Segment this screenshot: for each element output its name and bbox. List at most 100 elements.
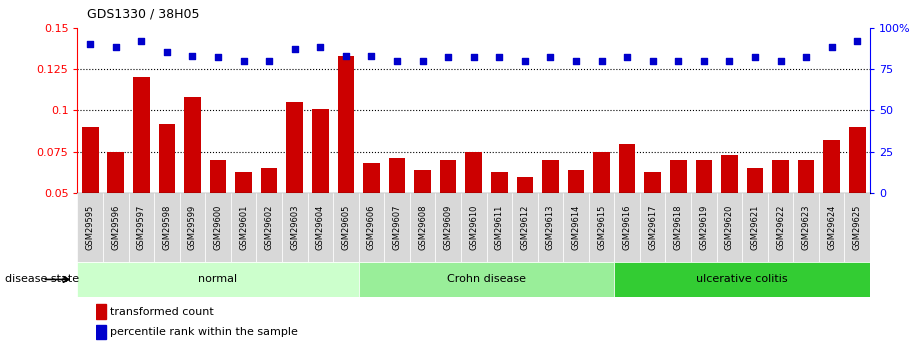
Point [722, 58, 737, 63]
Point [671, 58, 686, 63]
Point [619, 55, 634, 60]
Point [441, 55, 456, 60]
Text: GSM29602: GSM29602 [265, 205, 273, 250]
Bar [593, 152, 609, 276]
Bar [486, 193, 512, 262]
Text: ulcerative colitis: ulcerative colitis [696, 275, 788, 284]
Text: GSM29613: GSM29613 [546, 205, 555, 250]
Bar [517, 177, 533, 276]
Point [492, 55, 507, 60]
Bar [230, 193, 256, 262]
Point [824, 45, 839, 50]
Bar [179, 193, 205, 262]
Text: GSM29620: GSM29620 [725, 205, 734, 250]
Bar [261, 168, 278, 276]
Bar [286, 102, 303, 276]
Bar [205, 193, 230, 262]
Point [108, 45, 123, 50]
Point [390, 58, 404, 63]
Point [697, 58, 711, 63]
Text: GSM29606: GSM29606 [367, 205, 376, 250]
Text: GSM29615: GSM29615 [597, 205, 606, 250]
Text: GSM29607: GSM29607 [393, 205, 402, 250]
Bar [133, 77, 149, 276]
Text: GSM29598: GSM29598 [162, 205, 171, 250]
Bar [563, 193, 589, 262]
Point [645, 58, 660, 63]
Bar [184, 97, 200, 276]
Bar [235, 172, 252, 276]
Text: GSM29595: GSM29595 [86, 205, 95, 250]
Bar [747, 168, 763, 276]
Point [339, 53, 353, 59]
Text: percentile rank within the sample: percentile rank within the sample [109, 327, 297, 337]
Text: disease state: disease state [5, 275, 78, 284]
Text: GSM29600: GSM29600 [213, 205, 222, 250]
Point [850, 38, 865, 43]
Point [543, 55, 558, 60]
Bar [359, 193, 384, 262]
Bar [359, 262, 614, 297]
Text: GSM29605: GSM29605 [342, 205, 351, 250]
Point [83, 41, 97, 47]
Bar [154, 193, 179, 262]
Bar [773, 160, 789, 276]
Bar [568, 170, 584, 276]
Text: GSM29610: GSM29610 [469, 205, 478, 250]
Text: GSM29624: GSM29624 [827, 205, 836, 250]
Bar [77, 262, 359, 297]
Bar [435, 193, 461, 262]
Text: GSM29608: GSM29608 [418, 205, 427, 250]
Bar [512, 193, 537, 262]
Point [159, 50, 174, 55]
Bar [333, 193, 359, 262]
Bar [849, 127, 865, 276]
Bar [640, 193, 665, 262]
Bar [691, 193, 717, 262]
Bar [819, 193, 844, 262]
Point [517, 58, 532, 63]
Bar [798, 160, 814, 276]
Bar [537, 193, 563, 262]
Bar [415, 170, 431, 276]
Bar [282, 193, 308, 262]
Bar [210, 160, 226, 276]
Point [773, 58, 788, 63]
Bar [82, 127, 98, 276]
Point [799, 55, 814, 60]
Text: GSM29614: GSM29614 [571, 205, 580, 250]
Bar [308, 193, 333, 262]
Point [364, 53, 379, 59]
Point [313, 45, 328, 50]
Text: GSM29623: GSM29623 [802, 205, 811, 250]
Bar [717, 193, 742, 262]
Text: GSM29603: GSM29603 [291, 205, 299, 250]
Bar [256, 193, 282, 262]
Point [261, 58, 276, 63]
Text: Crohn disease: Crohn disease [447, 275, 526, 284]
Bar [103, 193, 128, 262]
Bar [107, 152, 124, 276]
Text: GSM29597: GSM29597 [137, 205, 146, 250]
Bar [742, 193, 768, 262]
Bar [128, 193, 154, 262]
Text: GSM29625: GSM29625 [853, 205, 862, 250]
Bar [768, 193, 793, 262]
Text: GDS1330 / 38H05: GDS1330 / 38H05 [87, 8, 199, 21]
Text: GSM29609: GSM29609 [444, 205, 453, 250]
Bar [466, 152, 482, 276]
Bar [614, 262, 870, 297]
Bar [440, 160, 456, 276]
Bar [589, 193, 614, 262]
Text: GSM29599: GSM29599 [188, 205, 197, 250]
Bar [410, 193, 435, 262]
Bar [312, 109, 329, 276]
Point [185, 53, 200, 59]
Bar [614, 193, 640, 262]
Point [288, 46, 302, 52]
Point [415, 58, 430, 63]
Text: GSM29596: GSM29596 [111, 205, 120, 250]
Point [748, 55, 763, 60]
Bar [619, 144, 636, 276]
Bar [461, 193, 486, 262]
